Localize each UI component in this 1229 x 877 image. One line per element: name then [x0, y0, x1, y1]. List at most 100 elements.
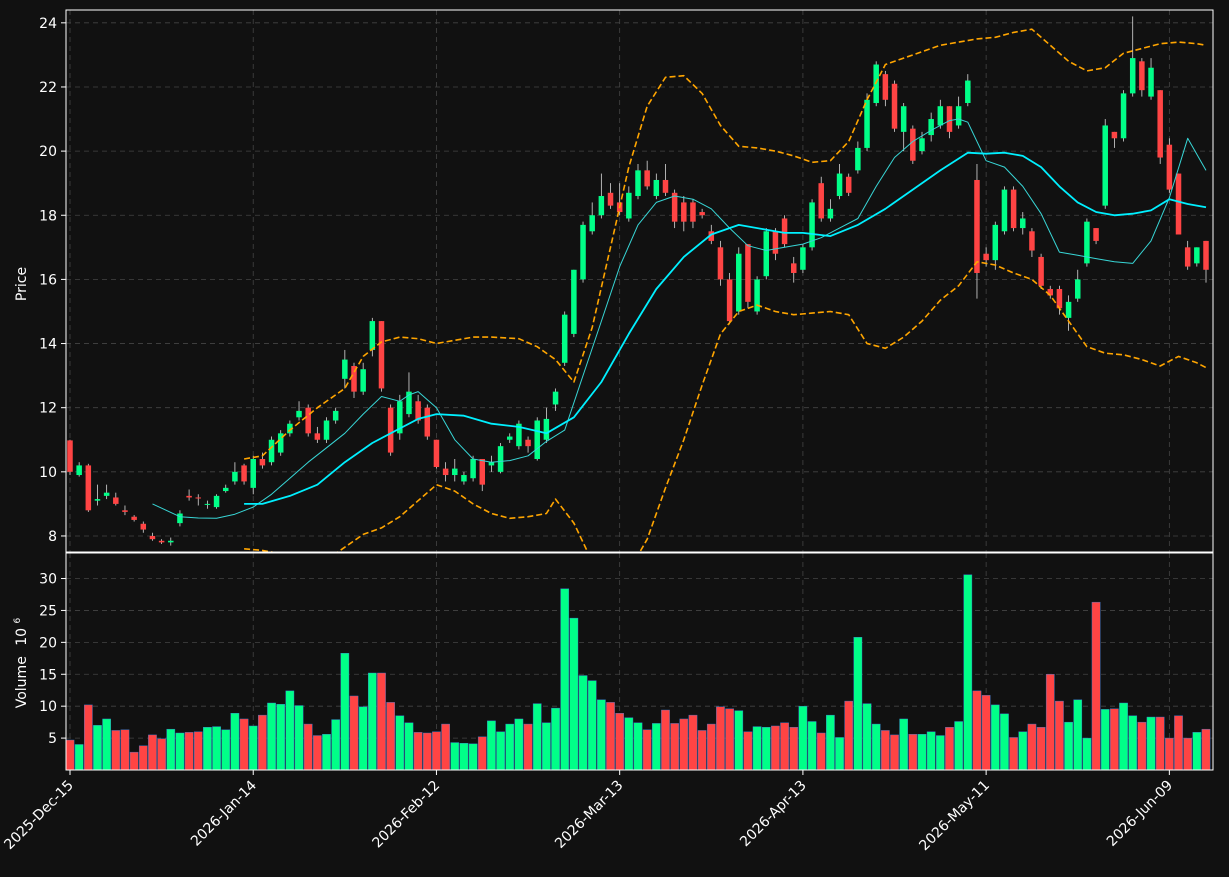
volume-bar-up	[560, 588, 570, 770]
candle-up	[232, 471, 238, 482]
candle-up	[571, 269, 577, 334]
price-tick-label: 20	[39, 144, 57, 160]
candle-up	[1020, 218, 1026, 229]
volume-bar-down	[120, 729, 130, 770]
date-tick-label: 2025-Dec-15	[1, 778, 76, 853]
volume-bar-up	[954, 721, 963, 770]
volume-bar-down	[1165, 737, 1174, 770]
candle-up	[506, 436, 513, 440]
date-tick-label: 2026-Jun-09	[1104, 778, 1176, 850]
candle-down	[690, 202, 696, 222]
volume-bar-down	[386, 702, 395, 770]
volume-bar-down	[1036, 727, 1046, 770]
candle-up	[534, 420, 540, 459]
volume-bar-down	[771, 725, 780, 770]
volume-tick-label: 20	[39, 635, 57, 651]
volume-bar-up	[74, 744, 84, 770]
volume-bar-down	[157, 738, 166, 770]
candle-up	[589, 215, 595, 232]
candle-up	[516, 423, 522, 447]
volume-bar-up	[368, 672, 377, 770]
volume-bar-up	[1018, 731, 1028, 770]
price-tick-label: 10	[39, 465, 57, 481]
candle-up	[763, 231, 770, 277]
candle-down	[305, 407, 311, 434]
date-tick-label: 2026-Feb-12	[369, 778, 443, 852]
volume-bar-up	[221, 729, 231, 770]
candle-up	[369, 321, 376, 350]
volume-bar-up	[835, 737, 844, 770]
candle-down	[259, 458, 266, 466]
candle-up	[653, 179, 660, 197]
volume-bar-up	[175, 732, 185, 770]
candle-down	[195, 497, 202, 499]
volume-bar-up	[294, 705, 304, 770]
candle-down	[525, 439, 531, 447]
candle-up	[406, 391, 412, 415]
price-panel-plot	[67, 16, 1209, 552]
candle-up	[222, 487, 229, 492]
volume-bar-up	[926, 731, 936, 770]
volume-bar-down	[441, 723, 450, 770]
volume-bar-up	[166, 728, 176, 770]
candle-down	[387, 407, 394, 453]
volume-bar-down	[743, 731, 753, 770]
candle-down	[946, 106, 953, 132]
price-tick-label: 8	[48, 529, 57, 545]
volume-bar-up	[917, 734, 927, 770]
date-tick-label: 2026-Jan-14	[188, 777, 260, 849]
volume-bar-down	[679, 718, 689, 770]
candle-up	[992, 224, 999, 261]
candle-down	[479, 458, 486, 485]
volume-bar-down	[1027, 723, 1037, 770]
candle-down	[745, 244, 751, 302]
volume-bar-up	[1128, 715, 1138, 770]
volume-bar-up	[1192, 732, 1202, 770]
volume-bar-up	[1146, 716, 1156, 770]
volume-bar-up	[633, 722, 643, 770]
volume-bar-up	[871, 723, 881, 770]
volume-bar-up	[267, 702, 276, 770]
candle-up	[296, 410, 302, 418]
candle-up	[323, 420, 330, 440]
volume-bar-up	[203, 727, 212, 770]
volume-bar-down	[1155, 716, 1165, 770]
candle-up	[342, 359, 348, 379]
volume-bar-up	[807, 721, 817, 770]
candle-up	[955, 106, 962, 126]
volume-bar-up	[532, 703, 542, 770]
volume-bar-down	[523, 723, 533, 770]
candle-up	[1074, 279, 1081, 299]
date-tick-label: 2026-Apr-13	[737, 778, 810, 851]
candle-up	[488, 462, 495, 466]
volume-bar-up	[963, 574, 973, 770]
volume-axis-unit-exponent: 6	[13, 617, 23, 623]
volume-bar-down	[1183, 737, 1192, 770]
price-axis-label: Price	[14, 267, 30, 301]
date-tick-label: 2026-Mar-13	[552, 778, 626, 852]
volume-bar-up	[404, 722, 414, 770]
volume-bar-up	[505, 723, 515, 770]
volume-bar-down	[313, 735, 322, 770]
volume-bar-down	[477, 736, 487, 770]
volume-bar-up	[597, 699, 606, 770]
candle-up	[809, 202, 815, 248]
volume-bar-up	[826, 714, 835, 770]
volume-bar-down	[908, 734, 918, 770]
volume-bar-up	[1082, 737, 1092, 770]
candle-down	[241, 465, 247, 482]
candle-down	[1111, 131, 1118, 139]
price-axis: 8 10 12 14 16 18 20 22 24	[39, 16, 66, 545]
candle-up	[1102, 125, 1108, 206]
volume-bar-up	[102, 718, 111, 770]
volume-panel-frame	[65, 552, 1214, 771]
volume-bar-down	[1055, 700, 1064, 770]
volume-bar-up	[899, 718, 908, 770]
price-tick-label: 14	[39, 337, 57, 353]
volume-bar-down	[1009, 737, 1018, 770]
candle-up	[965, 80, 971, 104]
candle-up	[76, 465, 82, 476]
volume-bar-up	[624, 717, 634, 770]
candle-down	[1029, 231, 1035, 251]
candle-up	[103, 492, 110, 496]
